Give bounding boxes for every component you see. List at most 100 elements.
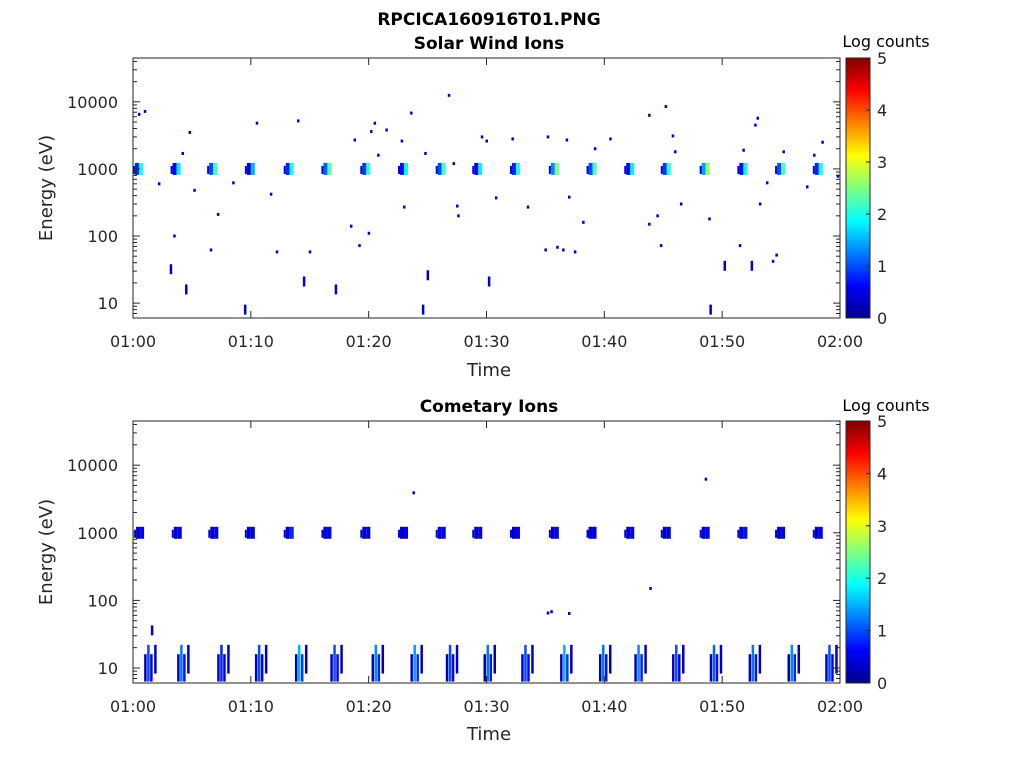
count-point [209,248,213,252]
count-point [775,253,778,257]
y-tick: 10 [98,294,840,313]
count-point [403,205,406,209]
count-point [738,244,742,248]
x-axis-label-cometary: Time [466,724,511,745]
count-point [708,217,711,221]
low-energy-burst [217,644,230,682]
colorbar-tick: 1 [866,257,887,276]
band-mark [244,526,255,539]
count-point [193,188,196,192]
x-tick: 01:10 [228,421,274,716]
band-mark [171,526,182,539]
count-point [742,148,745,152]
band-mark [208,526,219,539]
x-tick: 01:40 [581,421,627,716]
svg-text:01:40: 01:40 [581,332,627,351]
svg-text:4: 4 [877,464,887,483]
low-energy-burst [445,644,459,682]
svg-text:2: 2 [877,569,887,588]
x-tick: 01:50 [699,421,745,716]
x-tick: 01:20 [346,421,392,716]
count-point [157,182,161,186]
colorbar-tick: 5 [866,412,887,431]
count-point [269,192,273,196]
count-point [648,113,651,117]
band-mark [509,526,520,539]
band-mark [472,162,483,175]
count-point [421,304,425,315]
svg-text:100: 100 [87,227,118,246]
low-energy-burst [410,644,423,682]
svg-text:4: 4 [877,101,887,120]
count-point [150,625,154,636]
band-mark [548,526,559,539]
band-mark [812,162,823,175]
svg-text:5: 5 [877,412,887,431]
heatmap-marks-cometary [134,477,838,682]
count-point [188,130,192,134]
axes-solar-wind: 01:00 01:10 01:20 01:30 01:40 01:50 02:00 10 100… [67,58,863,351]
svg-text:3: 3 [877,153,887,172]
y-tick: 100 [87,591,840,610]
count-point [567,611,571,615]
svg-text:10: 10 [98,659,118,678]
svg-text:1: 1 [877,622,887,641]
count-point [765,181,769,185]
band-mark [548,162,559,175]
svg-text:01:50: 01:50 [699,697,745,716]
y-tick: 10000 [67,93,840,112]
band-mark [398,162,409,175]
x-tick: 01:40 [581,58,627,351]
svg-text:02:00: 02:00 [817,697,863,716]
x-tick: 01:50 [699,58,745,351]
low-energy-burst [672,644,685,682]
count-point [659,244,663,248]
count-point [704,477,708,481]
count-point [494,196,498,200]
count-point [412,491,415,495]
band-mark [699,162,710,175]
low-energy-burst [294,644,308,682]
count-point [452,162,456,166]
count-point [671,134,675,138]
count-point [353,138,357,142]
count-point [334,284,338,295]
colorbar-ticks-cometary: 0 1 2 3 4 5 [866,412,887,693]
low-energy-burst [521,644,534,682]
count-point [487,276,491,287]
colorbar-cometary [845,420,871,684]
count-point [308,250,312,254]
band-mark [244,162,255,175]
count-point [385,128,388,132]
band-mark [812,526,823,539]
colorbar-tick: 0 [866,309,887,328]
colorbar-ticks-solar-wind: 0 1 2 3 4 5 [866,49,887,328]
count-point [550,610,553,614]
low-energy-burst [748,644,762,682]
colorbar-tick: 2 [866,569,887,588]
band-mark [624,162,635,175]
count-point [782,150,785,154]
count-point [573,250,577,254]
count-point [758,202,762,206]
y-axis-label-cometary: Energy (eV) [36,499,57,605]
svg-text:100: 100 [87,591,118,610]
svg-text:01:30: 01:30 [463,332,509,351]
count-point [485,139,488,143]
panel-title-cometary: Cometary Ions [420,397,559,417]
svg-text:01:50: 01:50 [699,332,745,351]
count-point [169,264,173,275]
count-point [664,105,668,109]
count-point [756,116,760,120]
count-point [836,174,840,178]
colorbar-tick: 2 [866,205,887,224]
count-point [511,137,514,141]
count-point [771,259,775,263]
count-point [173,234,176,238]
count-point [457,214,460,218]
count-point [556,245,559,249]
count-point [754,123,757,127]
band-mark [321,526,332,539]
colorbar-tick: 5 [866,49,887,68]
x-tick: 01:30 [463,421,510,716]
